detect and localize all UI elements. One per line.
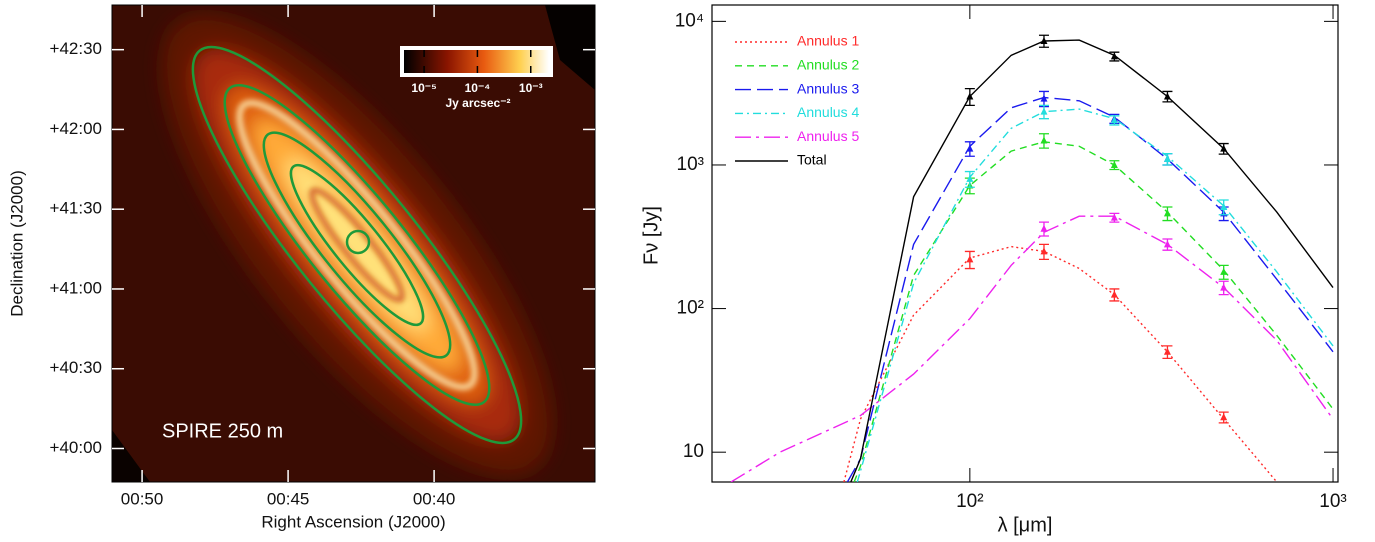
annotation: SPIRE 250 m [162, 420, 283, 442]
data-point [1220, 202, 1228, 210]
data-point [1220, 144, 1228, 152]
plot-frame [711, 4, 1339, 483]
data-point [1040, 107, 1048, 115]
data-point [1040, 36, 1048, 44]
data-point [966, 255, 974, 263]
y-tick-label: 10⁴ [675, 10, 704, 31]
y-tick-label: +41:00 [50, 278, 102, 297]
data-point [1220, 267, 1228, 275]
y-tick-label: 10³ [677, 154, 704, 175]
data-point [1163, 155, 1171, 163]
x-tick-label: 00:40 [413, 489, 456, 508]
x-tick-label: 10² [956, 491, 983, 512]
x-axis-label: λ [μm] [998, 514, 1053, 536]
y-axis-label: Declination (J2000) [7, 170, 26, 316]
y-axis-label: Fν [Jy] [640, 206, 662, 265]
data-point [1040, 247, 1048, 255]
fit-curve [846, 96, 1334, 482]
data-point [1110, 290, 1118, 298]
data-point [1110, 213, 1118, 221]
legend-label: Annulus 4 [797, 104, 859, 120]
plot-area [730, 34, 1334, 482]
data-point [1220, 413, 1228, 421]
colorbar-tick-label: 10⁻³ [519, 81, 543, 95]
data-point [1163, 240, 1171, 248]
y-tick-label: 10 [683, 441, 704, 462]
colorbar [404, 50, 549, 73]
data-point [1110, 160, 1118, 168]
x-tick-label: 00:45 [267, 489, 310, 508]
fit-curve [843, 245, 1278, 482]
data-point [1040, 136, 1048, 144]
y-tick-label: +41:30 [50, 199, 102, 218]
colorbar-label: Jy arcsec⁻² [445, 96, 510, 110]
colorbar-tick-label: 10⁻⁴ [465, 81, 491, 95]
y-tick-label: +42:00 [50, 119, 102, 138]
legend-label: Annulus 1 [797, 33, 859, 49]
x-tick-label: 10³ [1319, 491, 1346, 512]
colorbar-tick-label: 10⁻⁵ [411, 81, 436, 95]
data-point [1040, 94, 1048, 102]
x-tick-label: 00:50 [121, 489, 164, 508]
data-point [1163, 92, 1171, 100]
data-point [1110, 116, 1118, 124]
y-tick-label: +40:30 [50, 358, 102, 377]
data-point [1163, 347, 1171, 355]
legend-label: Annulus 2 [797, 57, 859, 73]
fit-curve [856, 108, 1334, 482]
y-tick-label: 10² [677, 298, 704, 319]
data-point [966, 144, 974, 152]
legend-label: Annulus 5 [797, 128, 859, 144]
data-point [966, 174, 974, 182]
legend-label: Total [797, 152, 827, 168]
data-point [1110, 52, 1118, 60]
data-point [1220, 283, 1228, 291]
fit-curve [850, 39, 1334, 482]
x-axis-label: Right Ascension (J2000) [261, 512, 445, 531]
legend-label: Annulus 3 [797, 80, 859, 96]
fit-curve [853, 141, 1334, 482]
y-tick-label: +40:00 [50, 438, 102, 457]
data-point [1163, 209, 1171, 217]
data-point [1040, 224, 1048, 232]
sky-image [112, 5, 595, 482]
y-tick-label: +42:30 [50, 39, 102, 58]
data-point [966, 92, 974, 100]
